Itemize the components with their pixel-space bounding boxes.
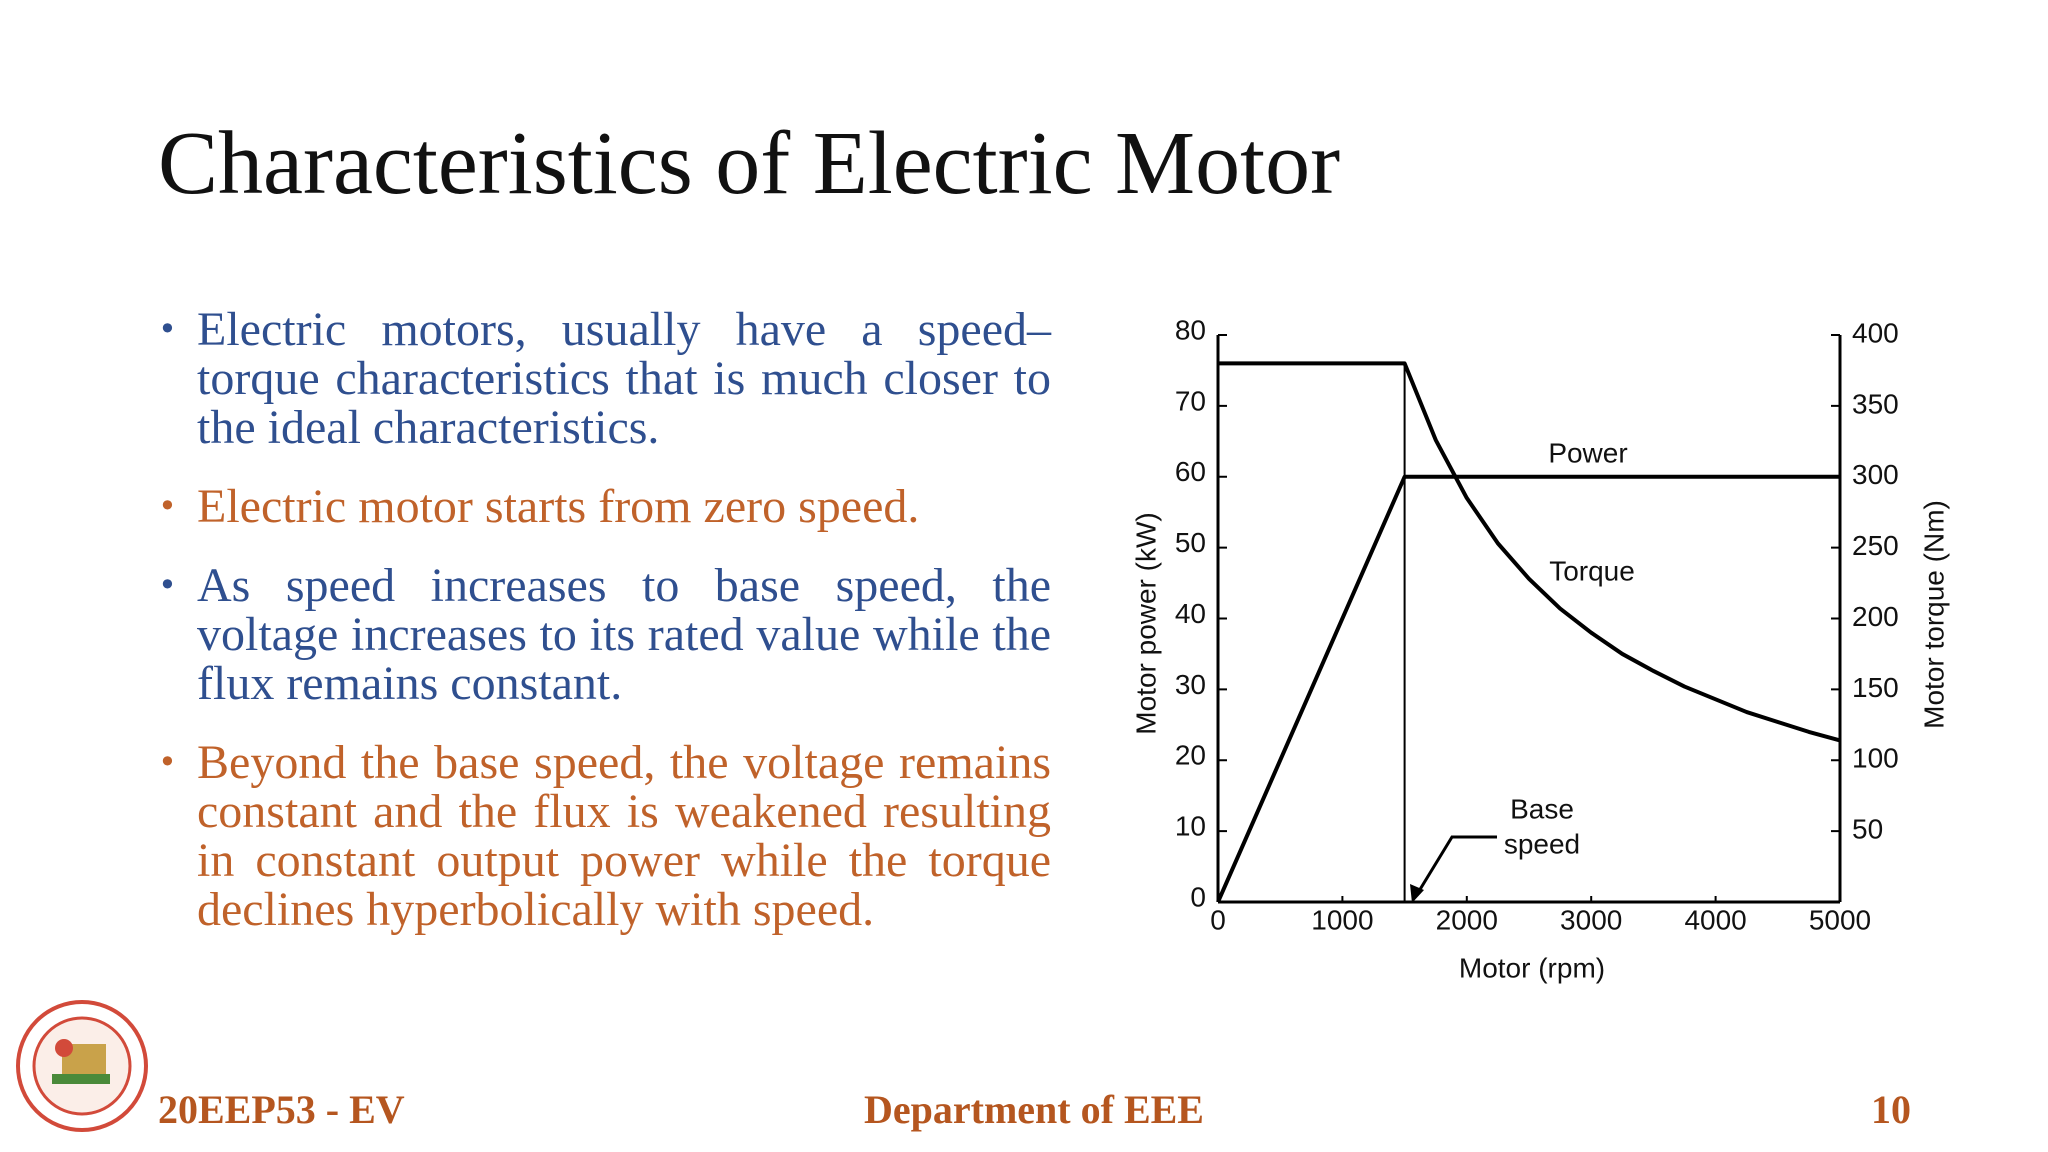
series-label: Torque (1549, 555, 1635, 586)
y-tick-label: 0 (1190, 881, 1206, 912)
y-tick-label: 10 (1175, 811, 1206, 842)
y2-tick-label: 50 (1852, 814, 1883, 845)
y2-tick-label: 400 (1852, 317, 1899, 348)
y2-tick-label: 150 (1852, 672, 1899, 703)
logo (16, 1000, 148, 1132)
slide-title: Characteristics of Electric Motor (158, 114, 1341, 213)
y-tick-label: 70 (1175, 385, 1206, 416)
arrow (1414, 835, 1497, 897)
y2-tick-label: 300 (1852, 459, 1899, 490)
annotation: speed (1504, 828, 1580, 859)
x-axis-label: Motor (rpm) (1459, 952, 1605, 983)
y-tick-label: 50 (1175, 527, 1206, 558)
y2-axis-label: Motor torque (Nm) (1918, 500, 1949, 729)
y-tick-label: 40 (1175, 598, 1206, 629)
bullet-list: Electric motors, usually have a speed–to… (158, 305, 1051, 964)
y-tick-label: 20 (1175, 740, 1206, 771)
x-tick-label: 4000 (1684, 904, 1746, 935)
y-axis-label: Motor power (kW) (1130, 512, 1161, 734)
annotation: Base (1510, 793, 1574, 824)
x-tick-label: 0 (1210, 904, 1226, 935)
y2-tick-label: 250 (1852, 530, 1899, 561)
series-label: Power (1548, 437, 1627, 468)
bullet: As speed increases to base speed, the vo… (158, 561, 1051, 708)
bullet: Beyond the base speed, the voltage remai… (158, 738, 1051, 934)
x-tick-label: 1000 (1311, 904, 1373, 935)
y2-tick-label: 200 (1852, 601, 1899, 632)
x-tick-label: 5000 (1809, 904, 1871, 935)
footer-left: 20EEP53 - EV (158, 1087, 405, 1132)
y-tick-label: 60 (1175, 456, 1206, 487)
footer-right: 10 (1871, 1087, 1911, 1132)
y-tick-label: 80 (1175, 314, 1206, 345)
arrow-head (1410, 884, 1424, 903)
series-line (1216, 474, 1840, 903)
bullet: Electric motors, usually have a speed–to… (158, 305, 1051, 452)
y2-tick-label: 100 (1852, 743, 1899, 774)
y2-tick-label: 350 (1852, 388, 1899, 419)
series-line (1218, 361, 1841, 743)
x-tick-label: 3000 (1560, 904, 1622, 935)
x-tick-label: 2000 (1436, 904, 1498, 935)
bullet: Electric motor starts from zero speed. (158, 482, 1051, 531)
footer-center: Department of EEE (864, 1087, 1204, 1132)
y-tick-label: 30 (1175, 669, 1206, 700)
